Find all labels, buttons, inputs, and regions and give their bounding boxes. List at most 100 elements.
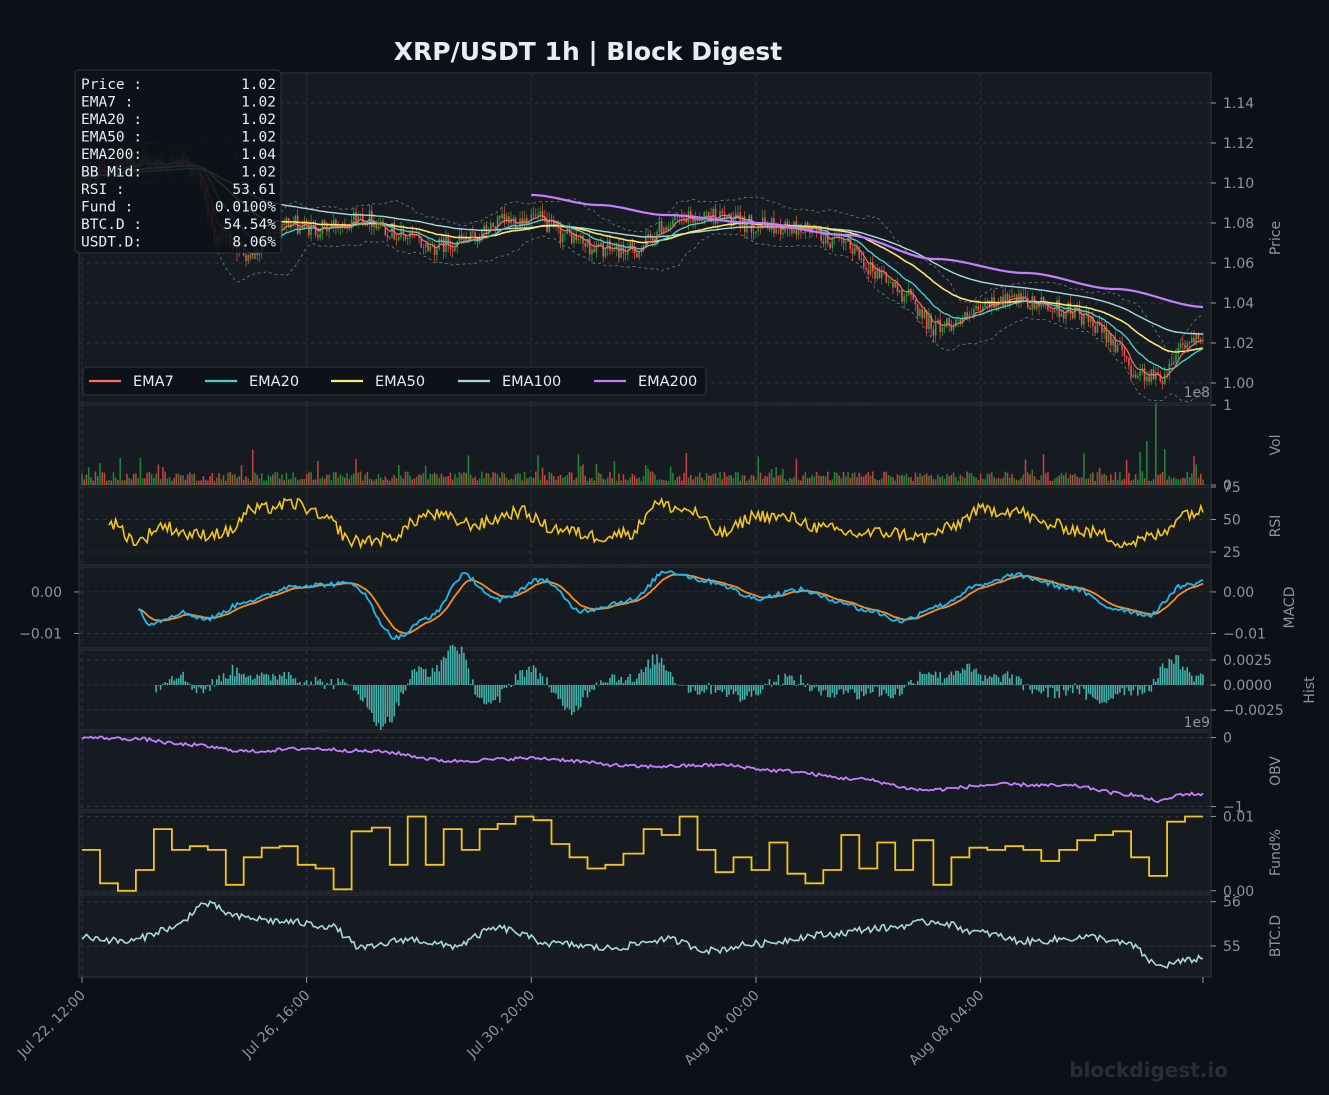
hist-bar xyxy=(231,664,234,685)
candle-body xyxy=(779,226,782,235)
volume-bar xyxy=(1053,478,1056,485)
candle-body xyxy=(1128,358,1130,366)
candle-body xyxy=(249,254,252,258)
info-box-label: RSI : xyxy=(81,182,125,198)
volume-bar xyxy=(424,465,427,485)
volume-bar xyxy=(121,480,124,485)
btcd-line xyxy=(81,899,1204,969)
hist-bar xyxy=(1002,674,1004,685)
volume-bar xyxy=(768,472,771,485)
candle-body xyxy=(723,212,726,216)
hist-bar xyxy=(827,685,829,698)
volume-bar xyxy=(586,480,589,485)
volume-bar xyxy=(649,471,652,485)
volume-bar xyxy=(986,473,989,485)
hist-bar xyxy=(811,685,813,691)
hist-bar xyxy=(406,683,409,685)
volume-bar xyxy=(1004,471,1007,485)
volume-bar xyxy=(357,472,360,485)
volume-bar xyxy=(764,475,766,485)
hist-bar xyxy=(454,646,456,685)
volume-bar xyxy=(460,473,463,485)
candle-body xyxy=(505,216,508,221)
hist-bar xyxy=(373,685,375,722)
hist-bar xyxy=(1184,670,1186,685)
hist-bar xyxy=(384,685,387,724)
volume-bar xyxy=(130,479,133,485)
macd-histogram xyxy=(155,644,1204,730)
candle-body xyxy=(755,231,757,234)
hist-bar xyxy=(725,685,728,697)
hist-bar xyxy=(752,685,755,691)
volume-bar xyxy=(433,472,436,485)
hist-bar xyxy=(496,685,499,697)
volume-bar xyxy=(618,473,620,485)
volume-bar xyxy=(854,472,856,485)
btcd-panel xyxy=(78,894,1212,978)
volume-bar xyxy=(503,473,506,485)
hist-bar xyxy=(422,669,425,685)
volume-bar xyxy=(1195,464,1198,485)
volume-bar xyxy=(696,476,699,485)
hist-bar xyxy=(991,677,993,685)
volume-bar xyxy=(725,476,728,485)
volume-bar xyxy=(1125,459,1128,485)
candle-body xyxy=(822,240,825,244)
volume-bar xyxy=(159,479,162,485)
hist-bar xyxy=(577,685,580,710)
volume-bar xyxy=(180,475,182,485)
candle-body xyxy=(570,232,573,244)
hist-bar xyxy=(490,685,492,704)
candle-body xyxy=(391,223,393,238)
volume-bar xyxy=(703,480,706,485)
candle-body xyxy=(602,242,604,257)
price-tick-label: 1.14 xyxy=(1223,96,1254,112)
hist-bar xyxy=(1159,666,1162,685)
volume-bar xyxy=(1051,480,1054,485)
hist-bar xyxy=(292,678,294,685)
hist-bar xyxy=(514,674,517,685)
volume-bar xyxy=(395,478,398,485)
volume-bar xyxy=(256,474,259,485)
hist-bar xyxy=(869,685,872,694)
volume-bar xyxy=(490,477,492,485)
hist-bar xyxy=(964,669,966,685)
volume-bar xyxy=(164,471,166,485)
candle-body xyxy=(820,228,822,241)
legend-label: EMA200 xyxy=(638,374,697,390)
candle-body xyxy=(764,217,766,226)
volume-bar xyxy=(233,473,236,485)
volume-bar xyxy=(310,471,312,485)
hist-bar xyxy=(809,685,811,692)
volume-bar xyxy=(1022,474,1025,485)
hist-bar xyxy=(1134,685,1137,687)
volume-bar xyxy=(557,476,560,485)
hist-bar xyxy=(907,681,910,685)
hist-bar xyxy=(1195,675,1198,685)
candle-body xyxy=(975,306,977,309)
volume-bar xyxy=(456,477,458,485)
volume-bar xyxy=(96,476,99,485)
candle-body xyxy=(371,210,373,228)
hist-bar xyxy=(528,666,530,685)
volume-bar xyxy=(397,465,400,485)
hist-bar xyxy=(173,680,175,685)
hist-bar xyxy=(775,681,777,685)
candle-body xyxy=(1060,313,1063,317)
volume-bar xyxy=(420,474,423,485)
volume-bar xyxy=(337,477,339,485)
volume-bar xyxy=(355,459,357,485)
candle-body xyxy=(854,247,856,254)
volume-bar xyxy=(640,480,643,485)
volume-bar xyxy=(231,474,234,485)
hist-bar xyxy=(157,685,160,686)
hist-bar xyxy=(1087,685,1090,694)
funding-line xyxy=(82,815,1203,892)
hist-bar xyxy=(831,685,834,693)
volume-bar xyxy=(746,480,748,485)
hist-bar xyxy=(550,685,553,693)
ema200-line xyxy=(531,193,1204,309)
volume-bar xyxy=(1128,472,1130,485)
volume-bar xyxy=(719,471,721,485)
candle-body xyxy=(577,238,580,241)
